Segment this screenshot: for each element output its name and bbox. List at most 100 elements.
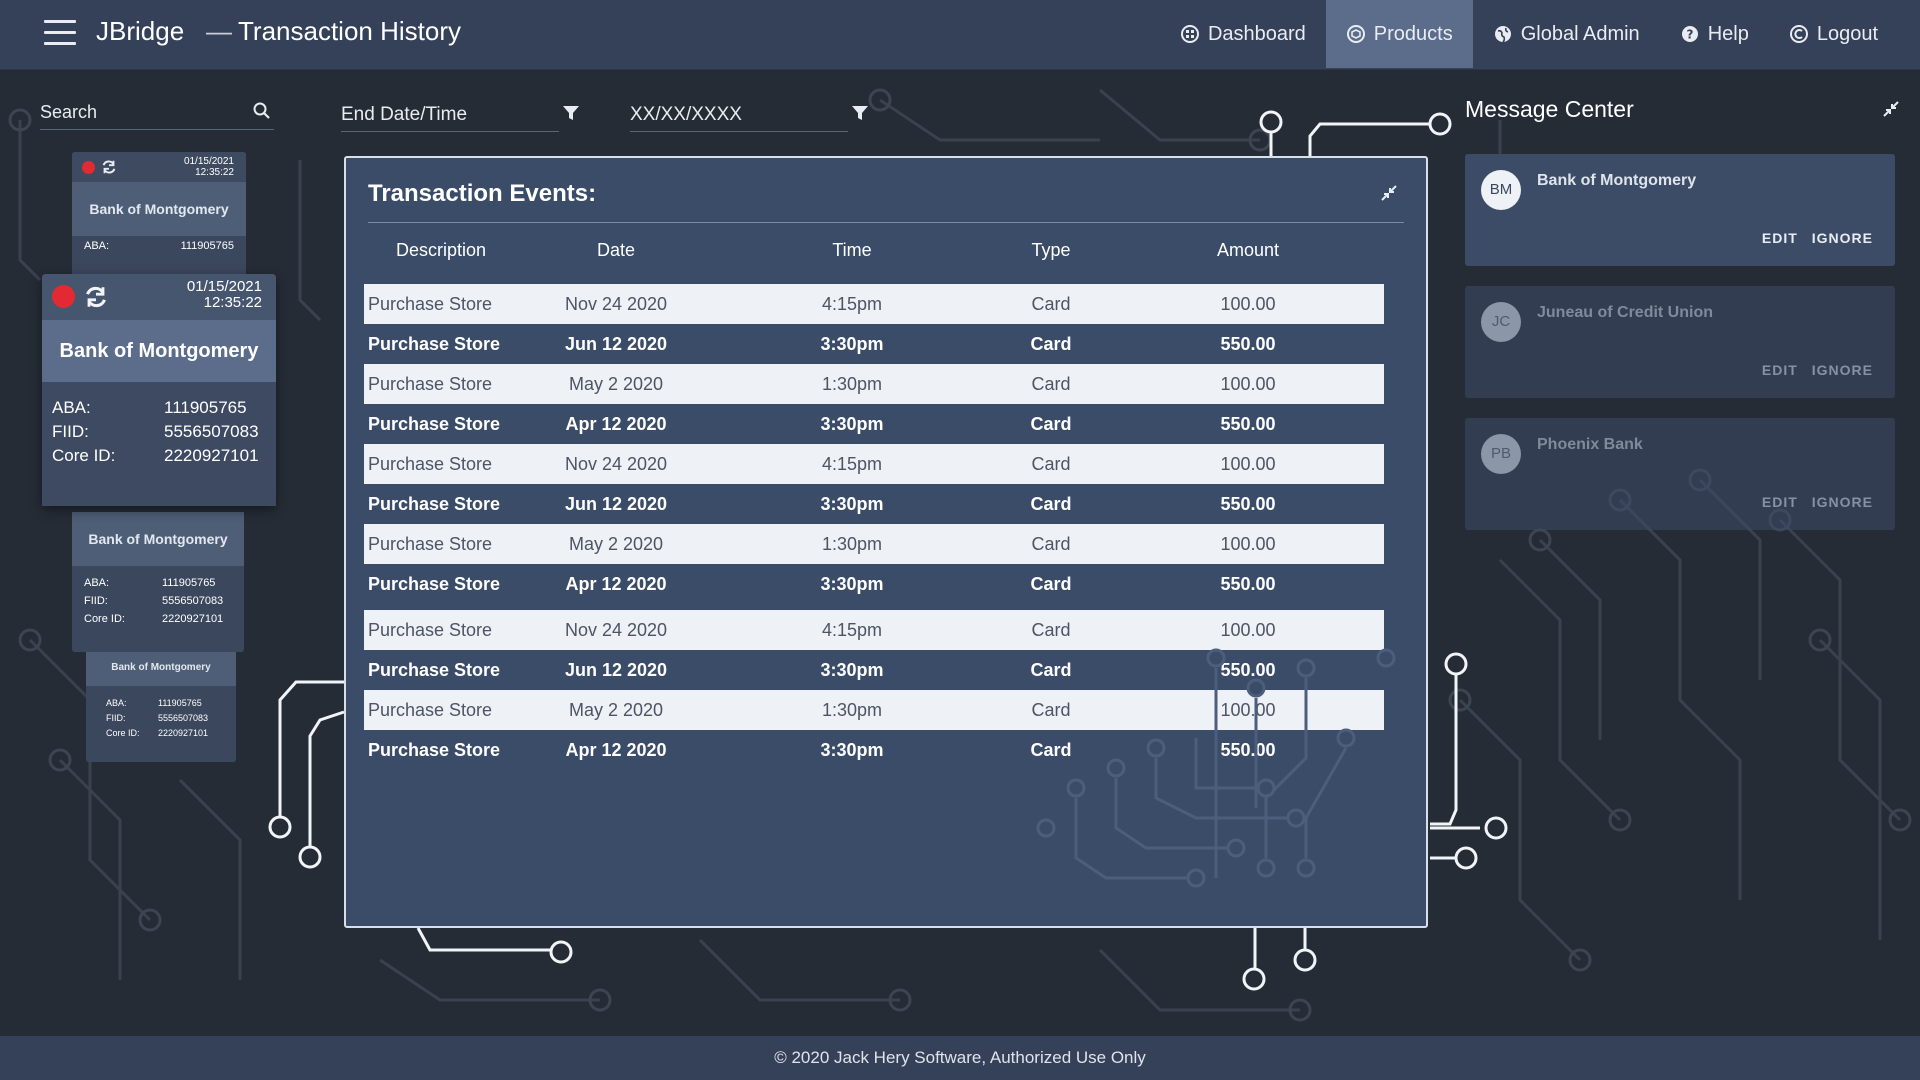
message-actions: EDIT IGNORE — [1762, 494, 1873, 510]
refresh-icon[interactable] — [82, 283, 110, 316]
ignore-button[interactable]: IGNORE — [1811, 230, 1873, 246]
nav-dashboard[interactable]: Dashboard — [1160, 0, 1326, 68]
hamburger-menu-icon[interactable] — [44, 20, 76, 48]
core-id-row: Core ID: 2220927101 — [84, 610, 232, 628]
nav-global-admin[interactable]: Global Admin — [1473, 0, 1660, 68]
ignore-button[interactable]: IGNORE — [1811, 494, 1873, 510]
help-icon: ? — [1680, 24, 1700, 44]
collapse-icon[interactable] — [1882, 100, 1900, 118]
column-header-amount[interactable]: Amount — [1216, 240, 1280, 260]
table-row[interactable]: Purchase Store Nov 24 2020 4:15pm Card 1… — [364, 610, 1384, 650]
products-icon — [1346, 24, 1366, 44]
cell-time: 4:15pm — [821, 453, 883, 474]
nav-logout[interactable]: Logout — [1769, 0, 1920, 68]
footer: © 2020 Jack Hery Software, Authorized Us… — [0, 1036, 1920, 1080]
app-name: JBridge — [96, 16, 185, 46]
core-id-value: 2220927101 — [164, 446, 259, 465]
bank-card-stacked[interactable]: Bank of Montgomery ABA: 111905765 FIID: … — [86, 650, 236, 762]
message-center-title: Message Center — [1465, 96, 1634, 122]
logout-icon — [1789, 24, 1809, 44]
nav-products[interactable]: Products — [1325, 0, 1473, 68]
card-timestamp: 01/15/2021 12:35:22 — [183, 156, 234, 178]
globe-icon — [1493, 24, 1513, 44]
cell-amount: 100.00 — [1220, 619, 1276, 640]
edit-button[interactable]: EDIT — [1761, 362, 1798, 378]
table-row[interactable]: Purchase Store Apr 12 2020 3:30pm Card 5… — [364, 564, 1384, 604]
cell-description: Purchase Store — [368, 333, 501, 354]
fiid-value: 5556507083 — [158, 713, 209, 723]
fiid-label: FIID: — [52, 422, 89, 441]
search-input[interactable] — [40, 98, 240, 126]
refresh-icon[interactable] — [100, 158, 118, 181]
cell-description: Purchase Store — [368, 659, 501, 680]
cell-date: Nov 24 2020 — [564, 619, 668, 640]
collapse-icon[interactable] — [1380, 184, 1398, 202]
card-timestamp: 01/15/2021 12:35:22 — [187, 279, 262, 311]
message-card[interactable]: JC Juneau of Credit Union EDIT IGNORE — [1465, 286, 1895, 398]
column-header-description[interactable]: Description — [395, 240, 487, 260]
table-row[interactable]: Purchase Store Jun 12 2020 3:30pm Card 5… — [364, 650, 1384, 690]
bank-card-back[interactable]: 01/15/2021 12:35:22 Bank of Montgomery A… — [72, 152, 246, 276]
filter-icon[interactable] — [561, 103, 581, 123]
avatar: JC — [1481, 302, 1521, 342]
core-id-label: Core ID: — [106, 728, 140, 738]
core-id-label: Core ID: — [52, 446, 116, 465]
cell-amount: 550.00 — [1220, 739, 1276, 760]
fiid-row: FIID: 5556507083 — [84, 592, 232, 610]
aba-label: ABA: — [84, 240, 110, 252]
table-row[interactable]: Purchase Store Apr 12 2020 3:30pm Card 5… — [364, 404, 1384, 444]
cell-date: Jun 12 2020 — [564, 659, 668, 680]
table-row[interactable]: Purchase Store Jun 12 2020 3:30pm Card 5… — [364, 324, 1384, 364]
cell-type: Card — [1031, 453, 1071, 474]
page-title: Transaction History — [238, 16, 461, 46]
status-indicator — [82, 161, 95, 174]
table-row[interactable]: Purchase Store May 2 2020 1:30pm Card 10… — [364, 364, 1384, 404]
cell-time: 3:30pm — [820, 413, 884, 434]
date-input[interactable] — [630, 100, 840, 130]
card-bank-name: Bank of Montgomery — [72, 512, 244, 566]
message-sender: Bank of Montgomery — [1537, 172, 1697, 189]
cell-description: Purchase Store — [368, 413, 501, 434]
nav-help[interactable]: ? Help — [1660, 0, 1769, 68]
column-header-time[interactable]: Time — [832, 240, 872, 260]
filter-icon[interactable] — [850, 103, 870, 123]
core-id-value: 2220927101 — [158, 728, 209, 738]
table-row[interactable]: Purchase Store May 2 2020 1:30pm Card 10… — [364, 690, 1384, 730]
message-card[interactable]: BM Bank of Montgomery EDIT IGNORE — [1465, 154, 1895, 266]
ignore-button[interactable]: IGNORE — [1811, 362, 1873, 378]
table-row[interactable]: Purchase Store Apr 12 2020 3:30pm Card 5… — [364, 730, 1384, 770]
cell-type: Card — [1030, 659, 1072, 680]
aba-row: ABA: 111905765 — [84, 240, 234, 252]
fiid-row: FIID: 5556507083 — [106, 711, 216, 726]
cell-date: Nov 24 2020 — [564, 453, 668, 474]
cell-amount: 550.00 — [1220, 413, 1276, 434]
cell-description: Purchase Store — [368, 573, 501, 594]
aba-row: ABA: 111905765 — [84, 574, 232, 592]
cell-amount: 100.00 — [1220, 699, 1276, 720]
cell-type: Card — [1030, 573, 1072, 594]
cell-type: Card — [1030, 333, 1072, 354]
edit-button[interactable]: EDIT — [1761, 494, 1798, 510]
cell-type: Card — [1030, 413, 1072, 434]
edit-button[interactable]: EDIT — [1761, 230, 1798, 246]
svg-text:?: ? — [1686, 28, 1693, 42]
bank-card-selected[interactable]: 01/15/2021 12:35:22 Bank of Montgomery A… — [42, 274, 276, 506]
avatar: BM — [1481, 170, 1521, 210]
title-separator: — — [206, 16, 232, 46]
aba-value: 111905765 — [164, 398, 247, 417]
cell-description: Purchase Store — [368, 453, 493, 474]
message-sender: Juneau of Credit Union — [1537, 304, 1713, 321]
avatar: PB — [1481, 434, 1521, 474]
column-header-date[interactable]: Date — [596, 240, 636, 260]
search-icon[interactable] — [252, 101, 272, 121]
table-row[interactable]: Purchase Store Nov 24 2020 4:15pm Card 1… — [364, 284, 1384, 324]
column-header-type[interactable]: Type — [1031, 240, 1071, 260]
bank-card-stacked[interactable]: Bank of Montgomery ABA: 111905765 FIID: … — [72, 512, 244, 652]
table-row[interactable]: Purchase Store May 2 2020 1:30pm Card 10… — [364, 524, 1384, 564]
message-card[interactable]: PB Phoenix Bank EDIT IGNORE — [1465, 418, 1895, 530]
table-row[interactable]: Purchase Store Jun 12 2020 3:30pm Card 5… — [364, 484, 1384, 524]
table-row[interactable]: Purchase Store Nov 24 2020 4:15pm Card 1… — [364, 444, 1384, 484]
end-date-input[interactable] — [341, 100, 551, 130]
transaction-table-body: Purchase Store Nov 24 2020 4:15pm Card 1… — [364, 284, 1384, 770]
card-date: 01/15/2021 — [183, 156, 234, 167]
